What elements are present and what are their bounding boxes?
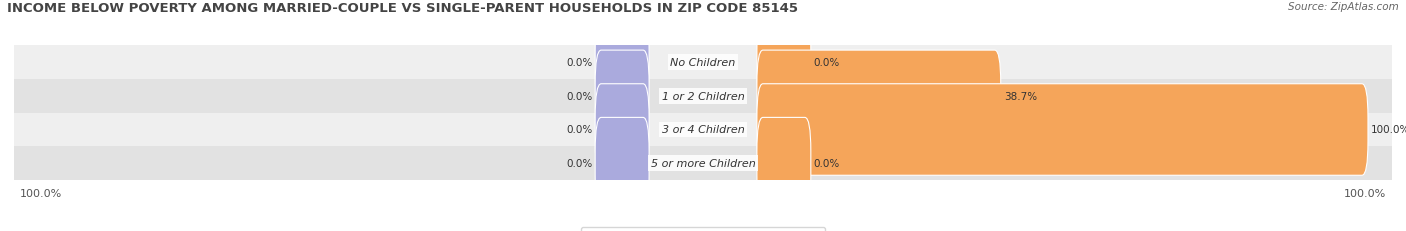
Text: 0.0%: 0.0% bbox=[814, 158, 839, 168]
Legend: Married Couples, Single Parents: Married Couples, Single Parents bbox=[581, 227, 825, 231]
FancyBboxPatch shape bbox=[756, 118, 811, 209]
FancyBboxPatch shape bbox=[756, 17, 811, 109]
Text: 0.0%: 0.0% bbox=[567, 158, 592, 168]
Text: 0.0%: 0.0% bbox=[567, 58, 592, 68]
Text: 1 or 2 Children: 1 or 2 Children bbox=[662, 91, 744, 101]
Text: 0.0%: 0.0% bbox=[567, 125, 592, 135]
Text: No Children: No Children bbox=[671, 58, 735, 68]
Text: 38.7%: 38.7% bbox=[1004, 91, 1036, 101]
Text: 100.0%: 100.0% bbox=[1371, 125, 1406, 135]
FancyBboxPatch shape bbox=[595, 118, 650, 209]
Text: 0.0%: 0.0% bbox=[567, 91, 592, 101]
Text: 100.0%: 100.0% bbox=[1344, 189, 1386, 199]
Text: 3 or 4 Children: 3 or 4 Children bbox=[662, 125, 744, 135]
FancyBboxPatch shape bbox=[14, 46, 1392, 80]
FancyBboxPatch shape bbox=[595, 17, 650, 109]
Text: 0.0%: 0.0% bbox=[814, 58, 839, 68]
FancyBboxPatch shape bbox=[14, 147, 1392, 180]
Text: Source: ZipAtlas.com: Source: ZipAtlas.com bbox=[1288, 2, 1399, 12]
Text: 100.0%: 100.0% bbox=[20, 189, 62, 199]
FancyBboxPatch shape bbox=[756, 51, 1001, 142]
FancyBboxPatch shape bbox=[595, 84, 650, 176]
FancyBboxPatch shape bbox=[756, 84, 1368, 176]
FancyBboxPatch shape bbox=[595, 51, 650, 142]
FancyBboxPatch shape bbox=[14, 80, 1392, 113]
Text: 5 or more Children: 5 or more Children bbox=[651, 158, 755, 168]
FancyBboxPatch shape bbox=[14, 113, 1392, 147]
Text: INCOME BELOW POVERTY AMONG MARRIED-COUPLE VS SINGLE-PARENT HOUSEHOLDS IN ZIP COD: INCOME BELOW POVERTY AMONG MARRIED-COUPL… bbox=[7, 2, 799, 15]
